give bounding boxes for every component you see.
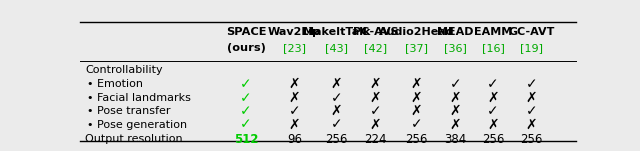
Text: ✓: ✓ <box>487 77 499 91</box>
Text: 512: 512 <box>234 133 259 146</box>
Text: ✗: ✗ <box>410 91 422 105</box>
Text: 224: 224 <box>364 133 387 146</box>
Text: 384: 384 <box>444 133 467 146</box>
Text: Output resolution: Output resolution <box>85 134 182 144</box>
Text: ✗: ✗ <box>525 117 537 132</box>
Text: ✓: ✓ <box>525 77 537 91</box>
Text: [23]: [23] <box>283 43 306 53</box>
Text: ✗: ✗ <box>450 91 461 105</box>
Text: [36]: [36] <box>444 43 467 53</box>
Text: • Pose generation: • Pose generation <box>88 119 188 130</box>
Text: GC-AVT: GC-AVT <box>508 27 554 37</box>
Text: • Emotion: • Emotion <box>88 79 143 89</box>
Text: • Facial landmarks: • Facial landmarks <box>88 93 191 103</box>
Text: ✓: ✓ <box>370 104 381 118</box>
Text: ✓: ✓ <box>487 104 499 118</box>
Text: ✗: ✗ <box>370 91 381 105</box>
Text: ✓: ✓ <box>450 77 461 91</box>
Text: ✓: ✓ <box>331 91 342 105</box>
Text: ✗: ✗ <box>525 91 537 105</box>
Text: ✗: ✗ <box>410 104 422 118</box>
Text: Wav2Lip: Wav2Lip <box>268 27 321 37</box>
Text: ✗: ✗ <box>487 117 499 132</box>
Text: ✓: ✓ <box>289 104 300 118</box>
Text: [43]: [43] <box>325 43 348 53</box>
Text: 256: 256 <box>520 133 543 146</box>
Text: ✗: ✗ <box>450 117 461 132</box>
Text: 256: 256 <box>482 133 504 146</box>
Text: SPACE: SPACE <box>226 27 266 37</box>
Text: Audio2Head: Audio2Head <box>378 27 454 37</box>
Text: • Pose transfer: • Pose transfer <box>88 106 171 116</box>
Text: ✓: ✓ <box>331 117 342 132</box>
Text: ✓: ✓ <box>241 117 252 132</box>
Text: ✗: ✗ <box>370 117 381 132</box>
Text: ✓: ✓ <box>410 117 422 132</box>
Text: ✓: ✓ <box>241 104 252 118</box>
Text: ✓: ✓ <box>241 77 252 91</box>
Text: ✓: ✓ <box>241 91 252 105</box>
Text: MEAD: MEAD <box>437 27 474 37</box>
Text: ✗: ✗ <box>331 77 342 91</box>
Text: 96: 96 <box>287 133 302 146</box>
Text: ✗: ✗ <box>410 77 422 91</box>
Text: EAMM: EAMM <box>474 27 512 37</box>
Text: ✗: ✗ <box>289 77 300 91</box>
Text: [16]: [16] <box>482 43 504 53</box>
Text: ✓: ✓ <box>525 104 537 118</box>
Text: 256: 256 <box>325 133 348 146</box>
Text: MakeItTalk: MakeItTalk <box>303 27 370 37</box>
Text: 256: 256 <box>405 133 428 146</box>
Text: [19]: [19] <box>520 43 543 53</box>
Text: ✗: ✗ <box>487 91 499 105</box>
Text: ✗: ✗ <box>289 91 300 105</box>
Text: ✗: ✗ <box>450 104 461 118</box>
Text: ✗: ✗ <box>331 104 342 118</box>
Text: (ours): (ours) <box>227 43 266 53</box>
Text: ✗: ✗ <box>289 117 300 132</box>
Text: ✗: ✗ <box>370 77 381 91</box>
Text: [42]: [42] <box>364 43 387 53</box>
Text: PC-AVS: PC-AVS <box>353 27 399 37</box>
Text: Controllability: Controllability <box>85 65 163 75</box>
Text: [37]: [37] <box>404 43 428 53</box>
